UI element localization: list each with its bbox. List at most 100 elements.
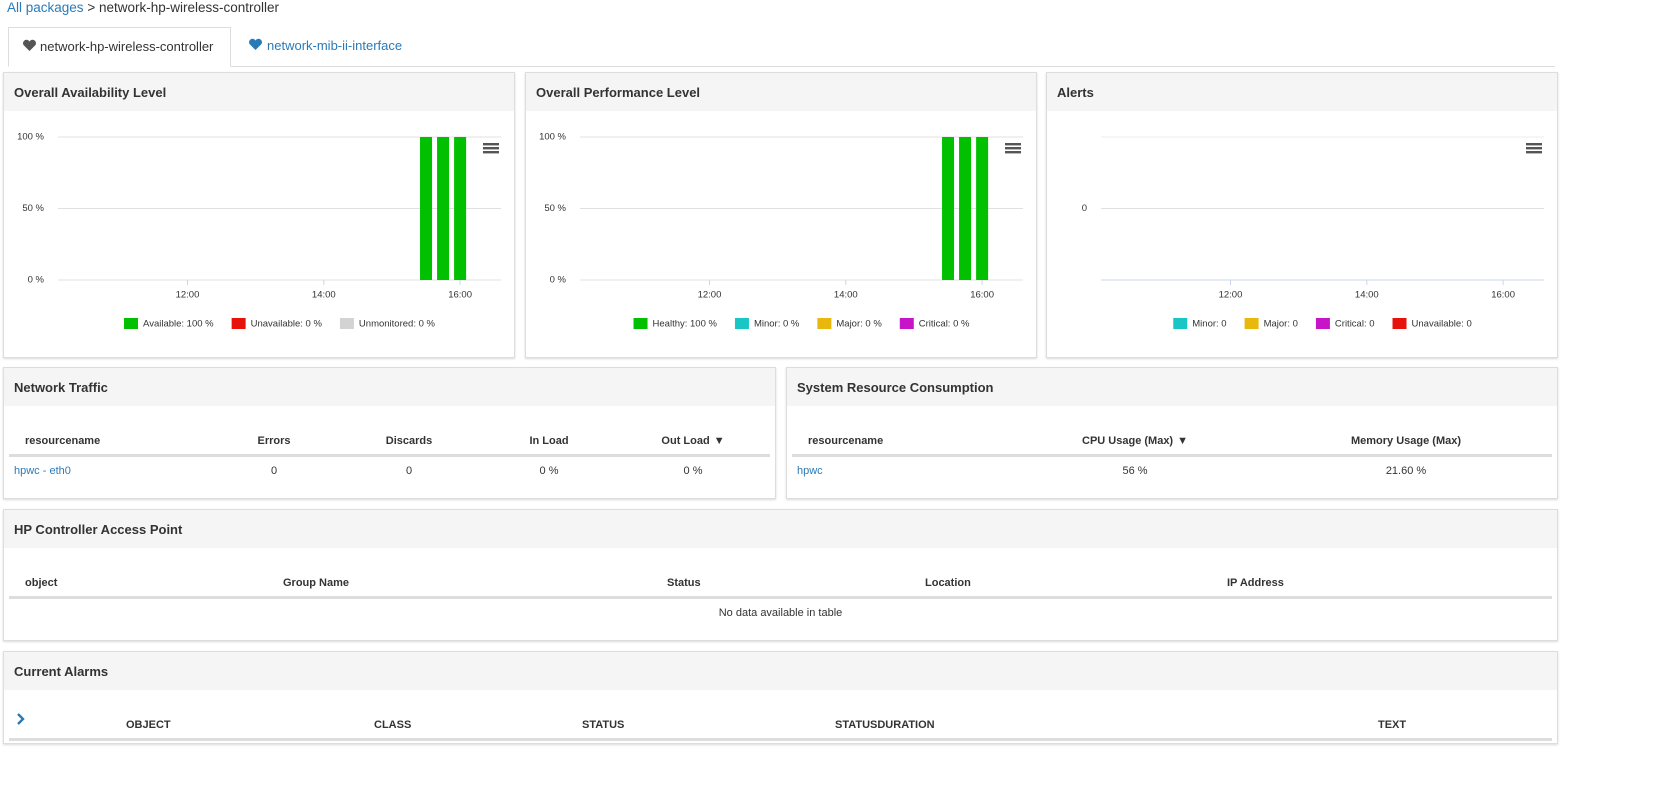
tab-label: network-hp-wireless-controller xyxy=(40,39,214,54)
legend-item[interactable]: Minor: 0 xyxy=(1173,318,1227,330)
legend-label: Unavailable: 0 xyxy=(1412,319,1472,330)
column-header[interactable]: In Load xyxy=(529,435,568,447)
column-header[interactable]: TEXT xyxy=(1378,719,1406,731)
legend-swatch xyxy=(1244,318,1259,329)
bar xyxy=(420,137,433,280)
panel-title: Overall Performance Level xyxy=(536,85,701,100)
header-underline xyxy=(9,738,1552,741)
legend: Available: 100 % Unavailable: 0 % Unmonito… xyxy=(124,318,436,330)
column-header[interactable]: object xyxy=(25,577,57,589)
legend-swatch xyxy=(124,318,139,329)
legend-item[interactable]: Critical: 0 xyxy=(1315,318,1375,330)
legend-item[interactable]: Minor: 0 % xyxy=(734,318,800,330)
column-header-label: IP Address xyxy=(1227,577,1284,589)
legend-swatch xyxy=(1392,318,1407,329)
legend-label: Critical: 0 % xyxy=(919,319,970,330)
column-header[interactable]: resourcename xyxy=(808,435,883,447)
legend: Healthy: 100 % Minor: 0 % Major: 0 % Critic… xyxy=(633,318,970,330)
panel: Network Traffic resourcename Errors Discard… xyxy=(3,367,776,499)
column-header[interactable]: OBJECT xyxy=(126,719,171,731)
tab-line xyxy=(231,66,1555,67)
column-header-label: OBJECT xyxy=(126,719,171,731)
column-header-label: resourcename xyxy=(25,435,101,447)
column-header[interactable]: Location xyxy=(925,577,971,589)
panel-header: Overall Performance Level xyxy=(526,73,1036,111)
x-tick-label: 16:00 xyxy=(1491,290,1515,301)
column-header[interactable]: Status xyxy=(667,577,701,589)
menu-bar xyxy=(483,151,499,154)
column-header[interactable]: CPU Usage (Max) ▼ xyxy=(1082,435,1188,447)
column-header[interactable]: CLASS xyxy=(374,719,411,731)
bar xyxy=(437,137,450,280)
table-cell: 0 xyxy=(405,465,413,477)
legend-item[interactable]: Major: 0 xyxy=(1244,318,1298,330)
panel-header: Overall Availability Level xyxy=(4,73,514,111)
legend-label: Unmonitored: 0 % xyxy=(359,319,436,330)
legend-item[interactable]: Unmonitored: 0 % xyxy=(339,318,436,330)
legend-item[interactable]: Critical: 0 % xyxy=(899,318,970,330)
column-header[interactable]: STATUS xyxy=(582,719,624,731)
column-header[interactable]: Errors xyxy=(257,435,290,447)
tab-active[interactable]: network-hp-wireless-controller xyxy=(8,27,231,67)
y-tick-label: 0 % xyxy=(550,275,567,286)
column-header[interactable]: STATUSDURATION xyxy=(835,719,935,731)
column-header[interactable]: resourcename xyxy=(25,435,100,447)
legend-swatch xyxy=(899,318,914,329)
chart: 0 % 50 % 100 % 12:00 14:00 16:00 Healthy: 100 … xyxy=(539,132,1023,330)
bar xyxy=(959,137,972,280)
panel-header: Current Alarms xyxy=(4,652,1557,690)
legend-swatch xyxy=(231,318,246,329)
chart-menu[interactable] xyxy=(1005,143,1021,154)
chart-menu[interactable] xyxy=(1526,143,1542,154)
menu-bar xyxy=(1005,151,1021,154)
tab-label[interactable]: network-mib-ii-interface xyxy=(267,38,403,53)
breadcrumb-link[interactable]: All packages xyxy=(7,0,84,15)
header-underline xyxy=(9,596,1552,599)
legend-label: Unavailable: 0 % xyxy=(251,319,323,330)
column-header-label: STATUSDURATION xyxy=(835,719,935,731)
legend-swatch xyxy=(734,318,749,329)
menu-bar xyxy=(483,147,499,150)
panel-title: Current Alarms xyxy=(14,664,109,679)
menu-bar xyxy=(1526,143,1542,146)
column-header[interactable]: IP Address xyxy=(1227,577,1284,589)
menu-bar xyxy=(1005,143,1021,146)
chevron xyxy=(17,713,25,725)
y-tick-label: 100 % xyxy=(539,132,566,143)
bar xyxy=(942,137,955,280)
legend-item[interactable]: Unavailable: 0 % xyxy=(231,318,323,330)
x-tick-label: 12:00 xyxy=(1219,290,1243,301)
legend-item[interactable]: Unavailable: 0 xyxy=(1392,318,1472,330)
column-header[interactable]: Discards xyxy=(386,435,432,447)
bar xyxy=(454,137,467,280)
breadcrumb-separator: > xyxy=(87,0,96,15)
tab-icon xyxy=(249,38,262,50)
table-cell[interactable]: hpwc - eth0 xyxy=(14,465,71,477)
column-header[interactable]: Group Name xyxy=(283,577,349,589)
table-cell: 21.60 % xyxy=(1385,465,1427,477)
table-cell[interactable]: hpwc xyxy=(797,465,823,477)
column-header[interactable]: Out Load ▼ xyxy=(661,435,724,447)
x-tick-label: 14:00 xyxy=(1355,290,1379,301)
legend-item[interactable]: Major: 0 % xyxy=(817,318,882,330)
legend-swatch xyxy=(1315,318,1330,329)
x-tick-label: 12:00 xyxy=(698,290,722,301)
y-tick-label: 0 % xyxy=(28,275,45,286)
breadcrumb: All packages > network-hp-wireless-contr… xyxy=(7,0,279,15)
tab-icon xyxy=(23,39,36,51)
column-header-label: CPU Usage (Max) xyxy=(1082,435,1174,447)
legend-label: Healthy: 100 % xyxy=(653,319,718,330)
menu-bar xyxy=(1005,147,1021,150)
legend-label: Critical: 0 xyxy=(1335,319,1375,330)
x-tick-label: 14:00 xyxy=(834,290,858,301)
expand-icon[interactable] xyxy=(16,713,26,725)
panel: Current Alarms OBJECT CLASS STATUS STATUSDUR… xyxy=(3,651,1558,744)
chart-menu[interactable] xyxy=(483,143,499,154)
x-tick-label: 12:00 xyxy=(176,290,200,301)
column-header[interactable]: Memory Usage (Max) xyxy=(1351,435,1461,447)
legend-item[interactable]: Available: 100 % xyxy=(124,318,214,330)
legend-item[interactable]: Healthy: 100 % xyxy=(633,318,718,330)
sort-icon: ▼ xyxy=(713,435,725,447)
